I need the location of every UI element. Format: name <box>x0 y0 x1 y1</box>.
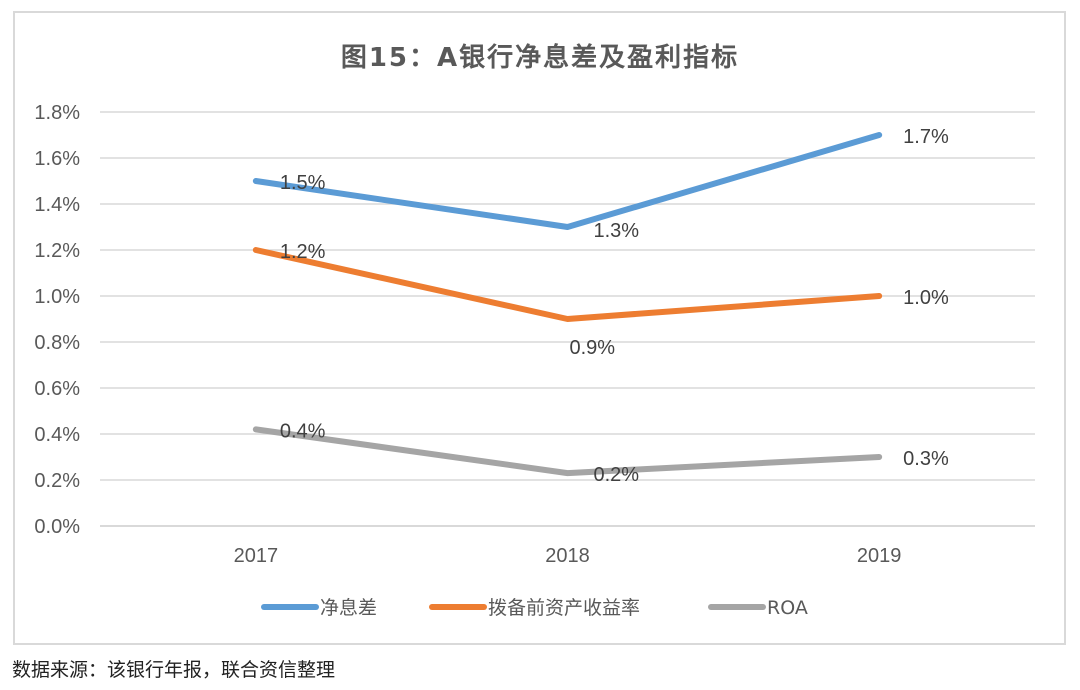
legend-label: 净息差 <box>320 597 377 619</box>
gridlines <box>100 111 1035 527</box>
data-label: 1.2% <box>280 241 326 263</box>
legend-item-1: 拨备前资产收益率 <box>429 597 640 619</box>
legend-label: ROA <box>767 597 808 619</box>
data-label: 0.4% <box>280 420 326 442</box>
data-label: 0.2% <box>594 464 640 486</box>
y-tick-label: 1.0% <box>34 286 80 308</box>
x-axis-ticks: 2017 2018 2019 <box>234 545 902 567</box>
y-tick-label: 1.4% <box>34 194 80 216</box>
data-label: 0.3% <box>903 448 949 470</box>
x-tick-label: 2017 <box>234 545 279 567</box>
y-tick-label: 1.8% <box>34 102 80 124</box>
legend-label: 拨备前资产收益率 <box>488 597 640 619</box>
y-tick-label: 1.6% <box>34 148 80 170</box>
chart-frame <box>13 11 1066 645</box>
y-tick-label: 0.0% <box>34 516 80 538</box>
legend-item-2: ROA <box>708 597 808 619</box>
data-label: 1.3% <box>594 220 640 242</box>
legend: 净息差 拨备前资产收益率 ROA <box>261 597 808 619</box>
x-tick-label: 2018 <box>545 545 590 567</box>
series-lines <box>252 132 883 477</box>
chart-title: 图15：A银行净息差及盈利指标 <box>341 42 739 73</box>
data-label: 1.5% <box>280 172 326 194</box>
series-line-0 <box>252 132 883 230</box>
y-tick-label: 0.8% <box>34 332 80 354</box>
y-tick-label: 0.2% <box>34 470 80 492</box>
series-line-2 <box>252 426 883 477</box>
x-tick-label: 2019 <box>857 545 902 567</box>
y-tick-label: 0.4% <box>34 424 80 446</box>
data-labels: 1.5% 1.3% 1.7% 1.2% 0.9% 1.0% 0.4% 0.2% 0.3% <box>280 126 949 486</box>
data-label: 0.9% <box>570 337 616 359</box>
data-label: 1.0% <box>903 287 949 309</box>
data-label: 1.7% <box>903 126 949 148</box>
series-line-1 <box>252 247 883 322</box>
data-source-note: 数据来源：该银行年报，联合资信整理 <box>12 659 336 681</box>
y-tick-label: 0.6% <box>34 378 80 400</box>
y-axis-ticks: 0.0% 0.2% 0.4% 0.6% 0.8% 1.0% 1.2% 1.4% 1.6% 1.8% <box>34 102 80 538</box>
legend-item-0: 净息差 <box>261 597 377 619</box>
y-tick-label: 1.2% <box>34 240 80 262</box>
